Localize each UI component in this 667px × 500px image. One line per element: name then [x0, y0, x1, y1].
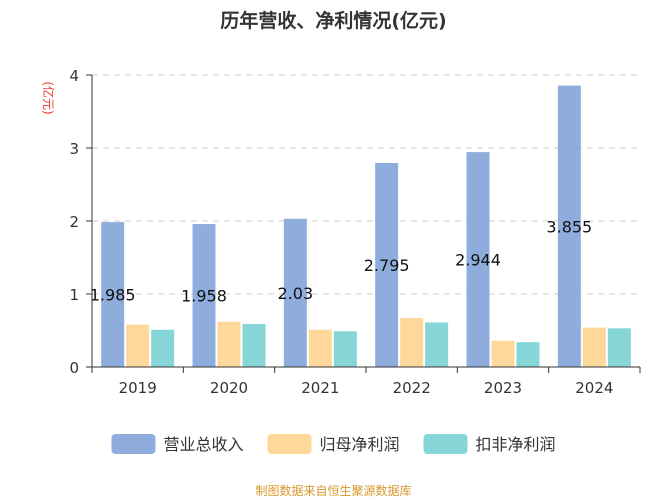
y-tick-label: 3	[69, 140, 79, 158]
legend-swatch	[423, 434, 468, 454]
bar-营业总收入-2023	[466, 152, 490, 367]
grid-lines	[92, 74, 640, 295]
bar-归母净利润-2020	[217, 321, 241, 367]
chart-title: 历年营收、净利情况(亿元)	[220, 9, 446, 32]
bar-营业总收入-2021	[283, 218, 307, 367]
data-label: 1.958	[181, 287, 227, 306]
bar-扣非净利润-2021	[333, 331, 357, 367]
x-tick-label: 2021	[301, 379, 339, 397]
x-tick-label: 2019	[119, 379, 157, 397]
y-axis-ticks: 0 1 2 3 4	[69, 67, 92, 377]
y-tick-label: 2	[69, 213, 79, 231]
data-label: 2.944	[455, 251, 501, 270]
bar-营业总收入-2019	[101, 222, 125, 367]
legend-swatch	[267, 434, 312, 454]
bar-归母净利润-2021	[308, 329, 332, 367]
bars	[101, 85, 631, 368]
x-tick-label: 2020	[210, 379, 248, 397]
legend-item[interactable]: 扣非净利润	[423, 434, 556, 454]
source-note: 制图数据来自恒生聚源数据库	[255, 483, 411, 498]
y-axis-unit: (亿元)	[41, 81, 56, 114]
bar-扣非净利润-2024	[607, 328, 631, 367]
bar-归母净利润-2023	[491, 340, 515, 367]
data-labels: 1.985 1.958 2.03 2.795 2.944 3.855	[90, 217, 592, 305]
legend[interactable]: 营业总收入 归母净利润 扣非净利润	[111, 434, 556, 454]
data-label: 2.03	[278, 284, 314, 303]
bar-营业总收入-2022	[375, 162, 399, 367]
data-label: 1.985	[90, 286, 136, 305]
bar-归母净利润-2019	[126, 324, 150, 367]
legend-label: 归母净利润	[320, 435, 400, 454]
bar-扣非净利润-2022	[425, 322, 449, 367]
x-axis-ticks: 2019 2020 2021 2022 2023 2024	[91, 367, 641, 397]
y-tick-label: 4	[69, 67, 79, 85]
bar-扣非净利润-2023	[516, 342, 540, 367]
bar-营业总收入-2024	[557, 85, 581, 368]
y-tick-label: 1	[69, 286, 79, 304]
legend-item[interactable]: 营业总收入	[111, 434, 244, 454]
legend-label: 扣非净利润	[476, 435, 556, 454]
legend-label: 营业总收入	[164, 435, 244, 454]
y-tick-label: 0	[69, 359, 79, 377]
x-tick-label: 2023	[484, 379, 522, 397]
bar-扣非净利润-2019	[151, 329, 175, 367]
x-tick-label: 2024	[575, 379, 613, 397]
bar-扣非净利润-2020	[242, 323, 266, 367]
data-label: 2.795	[364, 256, 410, 275]
legend-item[interactable]: 归母净利润	[267, 434, 400, 454]
bar-营业总收入-2020	[192, 224, 216, 367]
x-tick-label: 2022	[393, 379, 431, 397]
data-label: 3.855	[546, 217, 592, 236]
legend-swatch	[111, 434, 156, 454]
bar-归母净利润-2024	[582, 327, 606, 367]
bar-归母净利润-2022	[400, 318, 424, 367]
